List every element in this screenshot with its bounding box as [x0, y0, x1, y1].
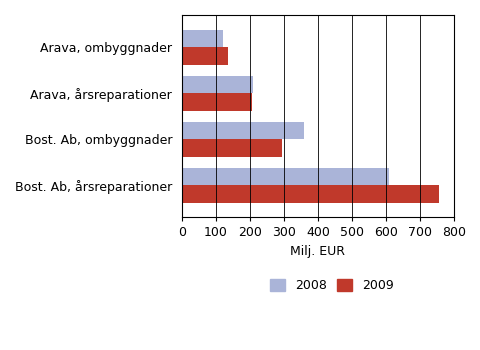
X-axis label: Milj. EUR: Milj. EUR [290, 245, 345, 258]
Legend: 2008, 2009: 2008, 2009 [264, 274, 397, 297]
Bar [181, 30, 222, 47]
Bar [181, 168, 389, 185]
Bar [181, 76, 253, 93]
Bar [181, 139, 282, 157]
Bar [181, 122, 304, 139]
Bar [181, 93, 251, 111]
Bar [181, 47, 228, 65]
Bar [181, 185, 438, 203]
